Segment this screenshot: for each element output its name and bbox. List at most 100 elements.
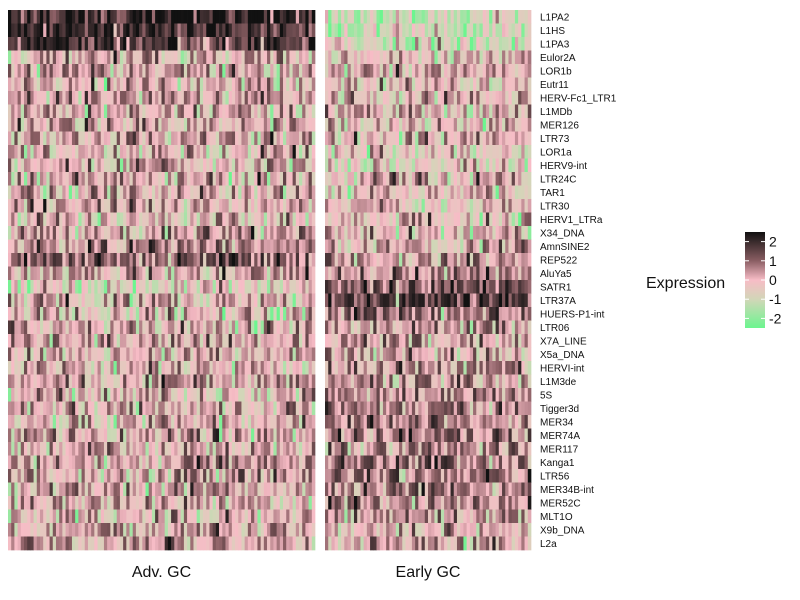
heatmap-cell xyxy=(437,23,442,38)
heatmap-cell xyxy=(199,185,204,200)
heatmap-cell xyxy=(8,428,12,443)
heatmap-cell xyxy=(126,50,130,65)
heatmap-cell xyxy=(485,185,490,200)
heatmap-cell xyxy=(347,37,352,51)
heatmap-cell xyxy=(244,37,249,51)
heatmap-cell xyxy=(71,118,76,132)
heatmap-cell xyxy=(479,118,484,132)
heatmap-cell xyxy=(84,536,89,551)
heatmap-cell xyxy=(247,145,252,159)
heatmap-cell xyxy=(107,415,111,429)
heatmap-cell xyxy=(331,118,336,132)
heatmap-cell xyxy=(257,293,261,308)
heatmap-cell xyxy=(279,172,284,186)
heatmap-cell xyxy=(148,523,153,537)
heatmap-cell xyxy=(27,509,31,524)
heatmap-cell xyxy=(155,523,159,537)
heatmap-cell xyxy=(469,158,474,173)
heatmap-cell xyxy=(283,131,287,146)
heatmap-cell xyxy=(177,199,182,213)
heatmap-cell xyxy=(228,536,233,551)
heatmap-cell xyxy=(174,104,178,119)
heatmap-cell xyxy=(453,145,458,159)
heatmap-cell xyxy=(260,401,265,416)
heatmap-cell xyxy=(129,118,134,132)
heatmap-cell xyxy=(225,469,230,483)
heatmap-cell xyxy=(142,388,146,402)
heatmap-cell xyxy=(23,91,28,105)
heatmap-cell xyxy=(183,320,188,335)
heatmap-cell xyxy=(43,347,47,362)
heatmap-cell xyxy=(215,253,220,267)
heatmap-cell xyxy=(103,145,108,159)
heatmap-cell xyxy=(33,172,38,186)
heatmap-cell xyxy=(260,266,265,281)
heatmap-cell xyxy=(113,280,118,294)
heatmap-cell xyxy=(81,536,86,551)
heatmap-cell xyxy=(49,334,54,348)
heatmap-cell xyxy=(39,23,44,38)
heatmap-cell xyxy=(489,64,493,78)
heatmap-cell xyxy=(405,199,410,213)
heatmap-cell xyxy=(231,131,236,146)
heatmap-cell xyxy=(161,307,166,321)
heatmap-cell xyxy=(27,239,31,254)
heatmap-cell xyxy=(91,320,95,335)
heatmap-cell xyxy=(97,482,102,497)
heatmap-cell xyxy=(97,496,102,510)
heatmap-cell xyxy=(55,226,60,240)
heatmap-cell xyxy=(263,226,268,240)
heatmap-cell xyxy=(174,131,178,146)
heatmap-cell xyxy=(244,158,249,173)
heatmap-cell xyxy=(27,280,31,294)
heatmap-cell xyxy=(511,91,516,105)
heatmap-cell xyxy=(30,388,34,402)
heatmap-cell xyxy=(222,347,226,362)
heatmap-cell xyxy=(123,536,127,551)
heatmap-cell xyxy=(311,10,316,24)
heatmap-cell xyxy=(33,91,38,105)
heatmap-cell xyxy=(52,118,57,132)
heatmap-cell xyxy=(379,158,384,173)
heatmap-cell xyxy=(119,401,124,416)
heatmap-cell xyxy=(334,104,339,119)
heatmap-cell xyxy=(263,239,268,254)
heatmap-cell xyxy=(215,496,220,510)
heatmap-cell xyxy=(14,158,18,173)
heatmap-cell xyxy=(119,509,124,524)
heatmap-cell xyxy=(382,131,387,146)
heatmap-cell xyxy=(428,172,432,186)
heatmap-cell xyxy=(59,50,63,65)
heatmap-cell xyxy=(276,23,281,38)
heatmap-cell xyxy=(273,496,277,510)
heatmap-cell xyxy=(209,469,214,483)
heatmap-cell xyxy=(49,50,54,65)
heatmap-cell xyxy=(139,91,143,105)
heatmap-cell xyxy=(135,361,140,375)
heatmap-cell xyxy=(84,212,89,227)
heatmap-cell xyxy=(103,239,108,254)
heatmap-cell xyxy=(116,469,121,483)
heatmap-cell xyxy=(62,307,66,321)
heatmap-cell xyxy=(135,10,140,24)
heatmap-cell xyxy=(238,158,242,173)
heatmap-cell xyxy=(434,104,439,119)
heatmap-cell xyxy=(424,37,429,51)
heatmap-cell xyxy=(161,37,166,51)
heatmap-cell xyxy=(126,428,130,443)
heatmap-cell xyxy=(17,266,22,281)
heatmap-cell xyxy=(518,212,522,227)
heatmap-cell xyxy=(283,320,287,335)
heatmap-cell xyxy=(87,91,92,105)
heatmap-cell xyxy=(328,91,332,105)
heatmap-cell xyxy=(279,37,284,51)
heatmap-cell xyxy=(328,239,332,254)
heatmap-cell xyxy=(59,428,63,443)
heatmap-cell xyxy=(376,91,381,105)
heatmap-cell xyxy=(492,37,496,51)
heatmap-cell xyxy=(100,320,105,335)
heatmap-cell xyxy=(453,77,458,92)
heatmap-cell xyxy=(244,536,249,551)
heatmap-cell xyxy=(190,91,194,105)
heatmap-cell xyxy=(110,64,114,78)
